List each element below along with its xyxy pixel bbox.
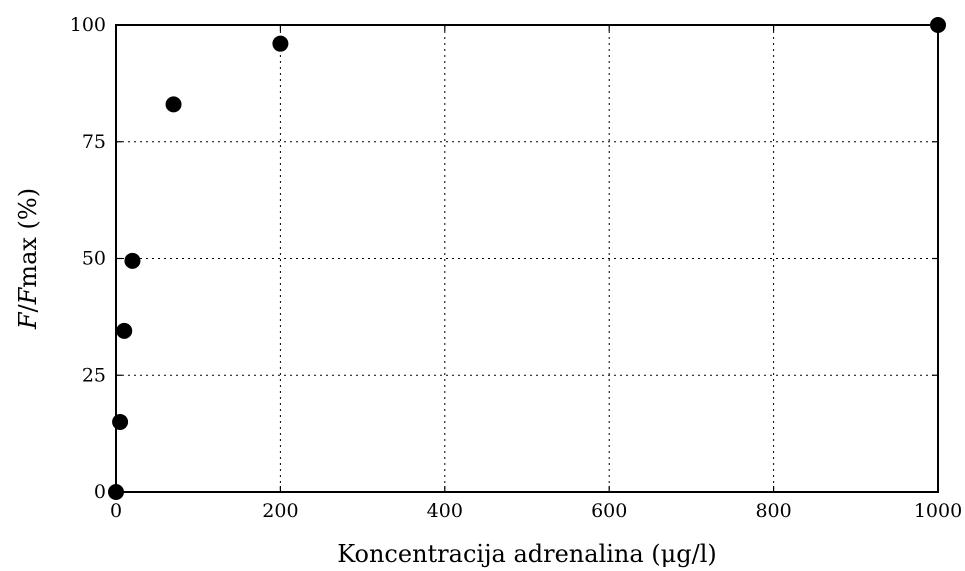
data-point — [124, 252, 141, 269]
data-point — [165, 96, 182, 113]
x-axis-label: Koncentracija adrenalina (μg/l) — [337, 540, 717, 568]
y-tick-label: 25 — [82, 364, 106, 386]
y-tick-label: 50 — [82, 248, 106, 270]
y-axis-label-unit: (%) — [14, 188, 42, 237]
y-tick-label: 100 — [70, 14, 106, 36]
y-tick-label: 75 — [82, 131, 106, 153]
plot-frame — [115, 24, 939, 493]
y-axis-label-f2: F — [14, 286, 42, 305]
x-tick-label: 800 — [755, 500, 791, 522]
y-tick-labels: 0 25 50 75 100 — [70, 14, 106, 503]
data-points — [108, 17, 946, 500]
x-tick-labels: 0 200 400 600 800 1000 — [110, 500, 962, 522]
y-axis-label-slash: / — [14, 303, 42, 312]
data-point — [116, 322, 133, 339]
y-axis-label-f: F — [14, 311, 42, 330]
data-point — [930, 17, 946, 33]
axis-ticks — [115, 24, 939, 493]
x-tick-label: 0 — [110, 500, 122, 522]
grid-lines — [116, 25, 938, 492]
y-axis-label-max: max — [14, 237, 42, 288]
data-point — [108, 484, 124, 500]
x-tick-label: 200 — [262, 500, 298, 522]
data-point — [112, 413, 129, 430]
data-point — [272, 35, 289, 52]
x-tick-label: 600 — [591, 500, 627, 522]
x-tick-label: 1000 — [914, 500, 962, 522]
y-tick-label: 0 — [94, 481, 106, 503]
y-axis-label: F/Fmax (%) — [14, 188, 42, 330]
x-tick-label: 400 — [427, 500, 463, 522]
